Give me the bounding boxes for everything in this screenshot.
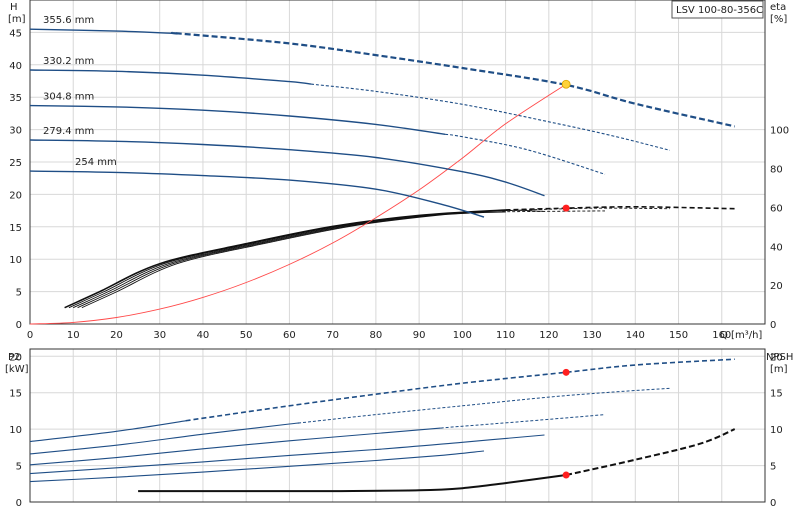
head-curve-label-4: 254 mm xyxy=(75,157,117,168)
duty-point-npsh xyxy=(562,471,570,479)
head-curve-4-solid xyxy=(29,170,485,218)
qh-xtick-14: 140 xyxy=(626,330,645,341)
npsh-tick-4: 20 xyxy=(770,352,783,363)
qh-ytick-1: 5 xyxy=(16,288,22,299)
qh-xtick-0: 0 xyxy=(27,330,33,341)
qh-ytick-8: 40 xyxy=(9,61,22,72)
qh-ytick-6: 30 xyxy=(9,126,22,137)
power-curve-4-solid xyxy=(29,450,485,483)
qh-eta-tick-4: 80 xyxy=(770,165,783,176)
eta-curve-3-solid xyxy=(77,209,541,309)
power-curve-0-solid xyxy=(29,420,186,443)
power-curve-3-solid xyxy=(29,434,545,475)
qh-ytick-2: 10 xyxy=(9,255,22,266)
qh-curves: 355.6 mm 330.2 mm 304.8 mm 279.4 mm 254 mm xyxy=(29,15,735,325)
qh-ytick-5: 25 xyxy=(9,158,22,169)
head-curve-label-3: 279.4 mm xyxy=(43,126,94,137)
eta-curve-2-dashed xyxy=(500,210,606,213)
npsh-tick-2: 10 xyxy=(770,425,783,436)
power-curve-0-dashed xyxy=(185,358,735,422)
model-label: LSV 100-80-356C xyxy=(676,5,763,16)
qh-xtick-12: 120 xyxy=(539,330,558,341)
eta-curve-4-solid xyxy=(81,211,485,309)
qh-ytick-7: 35 xyxy=(9,93,22,104)
power-curve-2-solid xyxy=(29,427,441,466)
power-curve-1-solid xyxy=(29,422,300,455)
head-curve-3-solid xyxy=(29,139,545,197)
qh-ytick-9: 45 xyxy=(9,28,22,39)
qh-eta-tick-2: 40 xyxy=(770,242,783,253)
p2-ylabel: P2 xyxy=(8,352,20,363)
duty-point-head xyxy=(561,79,571,89)
npsh-tick-0: 0 xyxy=(770,498,776,509)
p2-ytick-2: 10 xyxy=(9,425,22,436)
npsh-tick-1: 5 xyxy=(770,462,776,473)
p2-ytick-4: 20 xyxy=(9,352,22,363)
qh-ylabel-eta-unit: [%] xyxy=(770,14,787,25)
qh-xtick-7: 70 xyxy=(326,330,339,341)
head-curve-2-solid xyxy=(29,104,446,135)
power-npsh-curves xyxy=(29,358,736,493)
qh-xlabel: Q [m³/h] xyxy=(720,330,762,341)
qh-eta-tick-0: 0 xyxy=(770,320,776,331)
npsh-curve-dashed xyxy=(565,428,736,476)
qh-eta-tick-5: 100 xyxy=(770,126,789,137)
system-curve xyxy=(29,83,567,325)
eta-curve-1-dashed xyxy=(501,207,670,212)
qh-ytick-3: 15 xyxy=(9,223,22,234)
qh-ylabel-head-unit: [m] xyxy=(8,14,26,25)
qh-eta-tick-3: 60 xyxy=(770,203,783,214)
qh-xtick-15: 150 xyxy=(669,330,688,341)
head-curve-label-0: 355.6 mm xyxy=(43,15,94,26)
qh-xtick-3: 30 xyxy=(153,330,166,341)
qh-eta-tick-1: 20 xyxy=(770,281,783,292)
qh-ytick-4: 20 xyxy=(9,190,22,201)
qh-ytick-0: 0 xyxy=(16,320,22,331)
qh-xtick-9: 90 xyxy=(413,330,426,341)
p2-ylabel-unit: [kW] xyxy=(5,364,29,375)
qh-xtick-6: 60 xyxy=(283,330,296,341)
power-npsh-axes: 0 5 10 15 20 0 5 10 15 20 xyxy=(9,348,783,509)
model-label-box: LSV 100-80-356C xyxy=(671,0,764,19)
head-curve-label-1: 330.2 mm xyxy=(43,56,94,67)
qh-xtick-13: 130 xyxy=(583,330,602,341)
head-curve-label-2: 304.8 mm xyxy=(43,92,94,103)
power-npsh-grid xyxy=(30,349,765,502)
qh-xtick-16: 160 xyxy=(712,330,731,341)
axis-labels: H [m] eta [%] Q [m³/h] P2 [kW] NPSH [m] xyxy=(5,2,793,375)
power-curve-2-dashed xyxy=(440,414,606,429)
p2-ytick-3: 15 xyxy=(9,389,22,400)
qh-axes: 0 10 20 30 40 50 60 70 80 90 100 110 120 130 140 150 160… xyxy=(9,0,789,341)
npsh-ylabel: NPSH xyxy=(766,352,793,363)
npsh-tick-3: 15 xyxy=(770,389,783,400)
qh-ylabel-head: H xyxy=(10,2,18,13)
qh-xtick-1: 10 xyxy=(67,330,80,341)
qh-xtick-10: 100 xyxy=(453,330,472,341)
qh-ylabel-eta: eta xyxy=(770,2,786,13)
duty-point-eta xyxy=(562,204,570,212)
head-curve-1-solid xyxy=(29,69,312,85)
npsh-curve-solid xyxy=(138,474,567,493)
p2-ytick-0: 0 xyxy=(16,498,22,509)
qh-xtick-5: 50 xyxy=(240,330,253,341)
qh-xtick-4: 40 xyxy=(197,330,210,341)
qh-xtick-11: 110 xyxy=(496,330,515,341)
qh-frame xyxy=(29,0,766,325)
npsh-ylabel-unit: [m] xyxy=(770,364,788,375)
head-curve-0-dashed xyxy=(170,31,735,128)
duty-point-power xyxy=(562,368,570,376)
head-curve-1-dashed xyxy=(310,83,671,151)
qh-xtick-2: 20 xyxy=(110,330,123,341)
eta-curve-0-dashed xyxy=(505,205,735,211)
power-curve-1-dashed xyxy=(298,387,670,424)
p2-frame xyxy=(29,348,766,503)
qh-xtick-8: 80 xyxy=(370,330,383,341)
head-curve-0-solid xyxy=(29,28,178,35)
head-curve-2-dashed xyxy=(445,133,606,175)
p2-ytick-1: 5 xyxy=(16,462,22,473)
qh-grid xyxy=(30,0,765,324)
